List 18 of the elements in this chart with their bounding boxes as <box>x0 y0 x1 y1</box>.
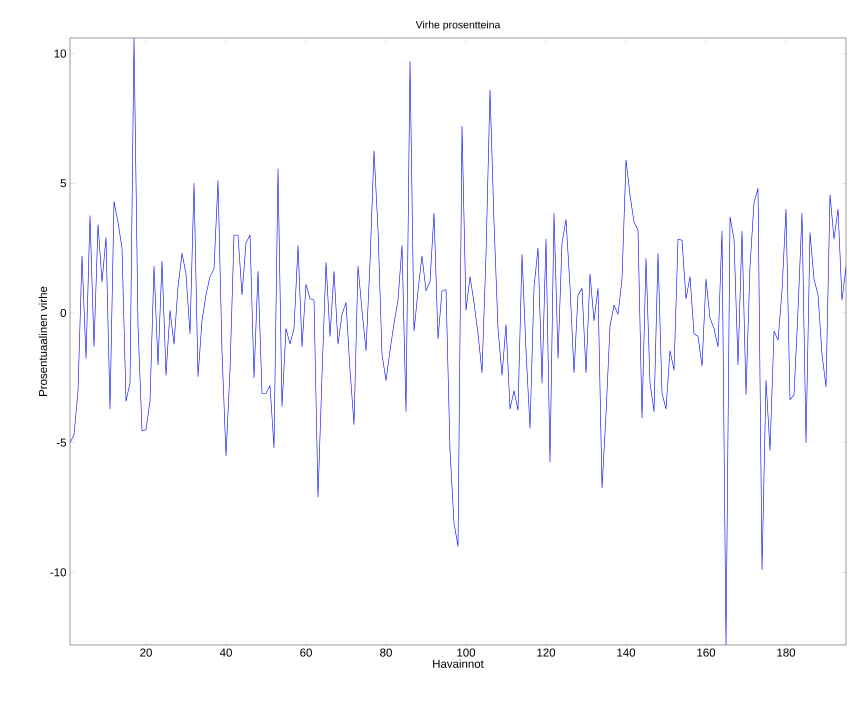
x-tick-label: 140 <box>617 648 636 657</box>
x-tick-label: 60 <box>300 648 312 657</box>
x-axis-title: Havainnot <box>433 659 484 668</box>
chart-title: Virhe prosentteina <box>416 20 500 30</box>
y-tick-label: 10 <box>54 49 66 58</box>
y-axis-title: Prosentuaalinen virhe <box>38 286 48 396</box>
x-tick-label: 20 <box>140 648 152 657</box>
x-tick-label: 120 <box>537 648 556 657</box>
x-tick-label: 180 <box>777 648 796 657</box>
y-tick-label: 5 <box>60 179 66 188</box>
y-tick-label: -5 <box>56 438 66 447</box>
x-tick-label: 160 <box>697 648 716 657</box>
y-tick-label: 0 <box>60 308 66 318</box>
x-tick-label: 100 <box>457 648 476 657</box>
line-series <box>70 38 846 645</box>
y-tick-label: -10 <box>50 568 66 576</box>
x-tick-label: 40 <box>220 648 232 657</box>
x-tick-label: 80 <box>380 648 392 657</box>
